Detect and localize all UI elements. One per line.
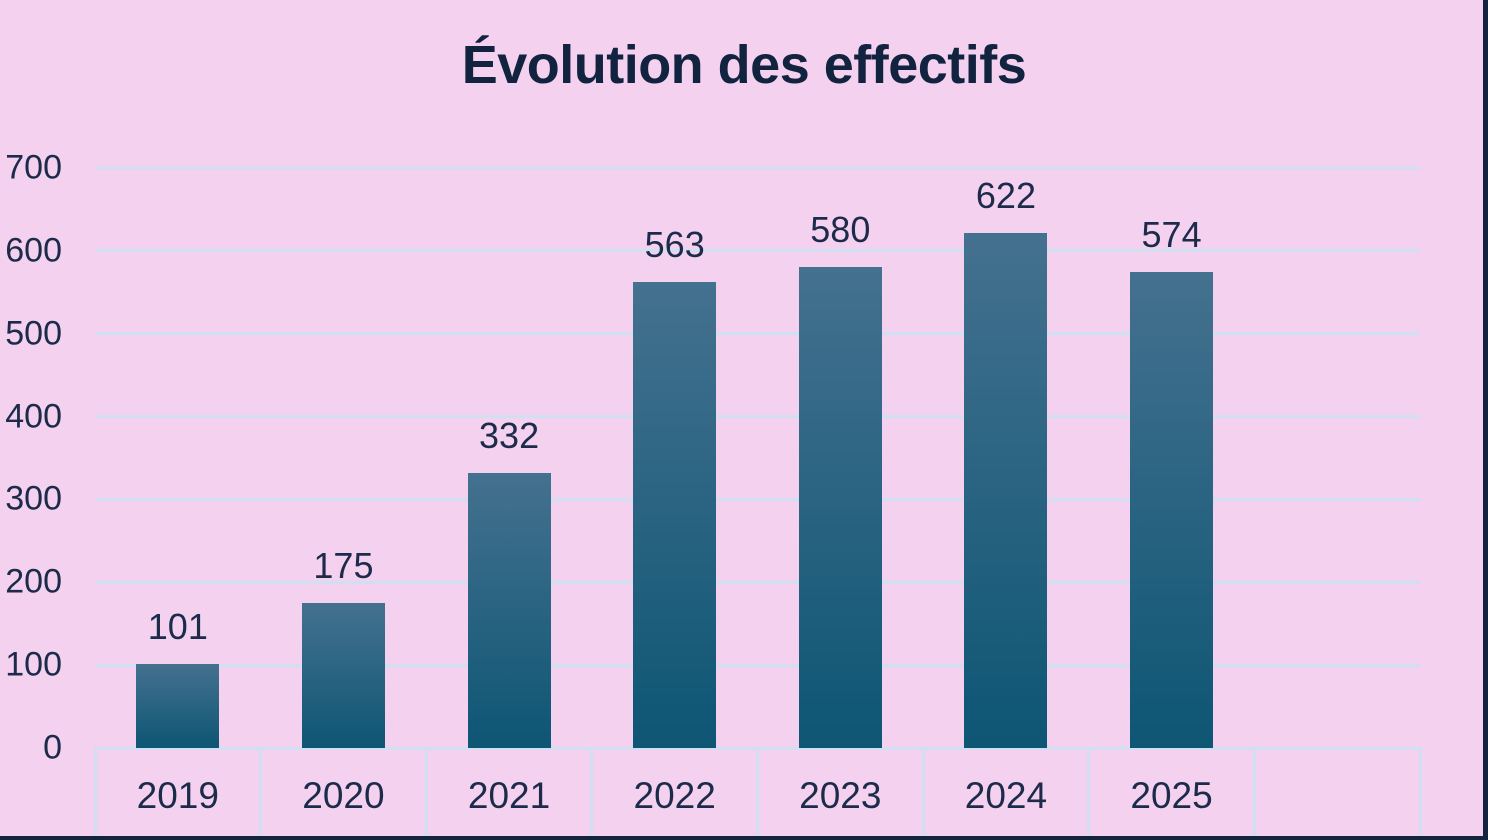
bar-2021 (467, 472, 551, 748)
bar-2024 (964, 232, 1048, 748)
x-category-label: 2019 (136, 775, 219, 816)
y-tick-label: 0 (43, 728, 62, 767)
bar-value-label: 175 (313, 545, 374, 586)
bar-value-label: 101 (147, 606, 208, 648)
category-cell-border (756, 748, 759, 836)
gridline (95, 332, 1420, 336)
bar-value-label: 332 (479, 414, 540, 456)
x-category-label: 2021 (467, 775, 551, 816)
bar-2023 (798, 267, 882, 748)
x-category-label: 2020 (302, 775, 385, 816)
bar-2025 (1130, 272, 1214, 748)
bar-2019 (136, 664, 220, 748)
x-category-label: 2024 (964, 775, 1048, 816)
gridline (95, 415, 1420, 419)
gridline (95, 580, 1420, 584)
category-cell-border (1087, 748, 1091, 836)
category-cell-border (259, 748, 263, 836)
gridline (95, 166, 1420, 170)
category-cell-border (590, 748, 594, 836)
gridline (95, 497, 1420, 501)
y-tick-label: 200 (5, 562, 62, 601)
category-cell-border (1252, 748, 1256, 836)
x-category-label: 2025 (1130, 775, 1213, 816)
y-tick-label: 700 (5, 148, 62, 187)
bar-2022 (633, 281, 717, 748)
bottom-edge-strip (0, 836, 1488, 840)
y-tick-label: 400 (5, 397, 62, 436)
bar-value-label: 580 (810, 209, 871, 251)
category-cell-border (921, 748, 925, 836)
x-category-label: 2023 (799, 775, 882, 816)
x-category-label: 2022 (633, 775, 716, 816)
y-tick-label: 500 (5, 314, 62, 353)
bar-value-label: 622 (975, 174, 1036, 216)
bar-value-label: 563 (644, 223, 705, 265)
bar-2020 (301, 603, 385, 748)
gridline (95, 249, 1420, 253)
y-tick-label: 300 (5, 479, 62, 518)
bar-value-label: 574 (1141, 214, 1202, 256)
category-cell-border (424, 748, 428, 836)
right-edge-strip (1483, 0, 1488, 840)
gridline (95, 663, 1420, 667)
chart-title: Évolution des effectifs (461, 35, 1027, 95)
y-tick-label: 600 (5, 231, 62, 270)
category-cell-border (1418, 748, 1422, 836)
category-cell-border (93, 748, 97, 836)
y-tick-label: 100 (5, 645, 62, 684)
